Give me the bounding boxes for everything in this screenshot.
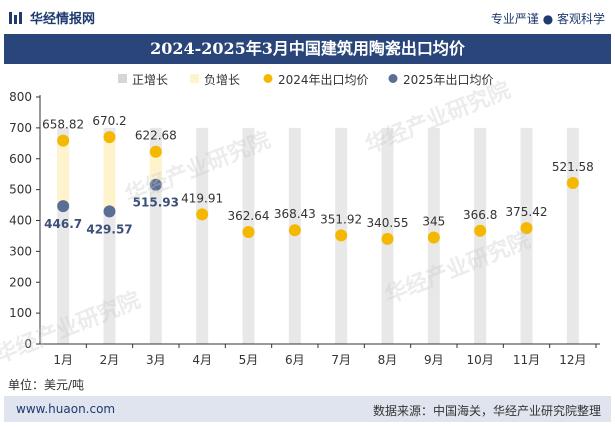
x-tick-label-9: 9月 bbox=[424, 353, 444, 367]
label-2024-10: 366.8 bbox=[463, 208, 497, 222]
y-tick-label-2: 200 bbox=[9, 275, 32, 289]
legend-label-1: 正增长 bbox=[132, 73, 168, 87]
y-tick-label-1: 100 bbox=[9, 306, 32, 320]
label-2025-1: 446.7 bbox=[44, 217, 82, 231]
x-tick-label-5: 5月 bbox=[239, 353, 259, 367]
label-2024-7: 351.92 bbox=[320, 212, 362, 226]
site-link[interactable]: www.huaon.com bbox=[16, 402, 116, 416]
point-2024-8 bbox=[381, 232, 394, 245]
point-2024-3 bbox=[149, 145, 162, 158]
x-tick-label-6: 6月 bbox=[285, 353, 305, 367]
legend-swatch-1 bbox=[118, 74, 127, 83]
label-2024-2: 670.2 bbox=[92, 114, 126, 128]
bar-decrease-2 bbox=[103, 137, 116, 212]
x-tick-label-8: 8月 bbox=[378, 353, 398, 367]
legend-label-3: 2024年出口均价 bbox=[278, 73, 369, 87]
bar-background-11 bbox=[520, 127, 533, 344]
label-2024-6: 368.43 bbox=[274, 207, 316, 221]
unit-label: 单位：美元/吨 bbox=[8, 378, 85, 392]
label-2025-2: 429.57 bbox=[86, 222, 132, 236]
legend-marker-4 bbox=[388, 74, 398, 83]
point-2024-9 bbox=[427, 231, 440, 244]
legend-swatch-2 bbox=[190, 74, 199, 83]
point-2024-12 bbox=[566, 176, 579, 189]
bar-decrease-3 bbox=[149, 151, 162, 185]
point-2024-1 bbox=[57, 134, 70, 147]
y-tick-label-8: 800 bbox=[9, 90, 32, 104]
x-tick-label-4: 4月 bbox=[192, 353, 212, 367]
legend-marker-3 bbox=[263, 74, 273, 83]
huaon-logo-icon bbox=[9, 11, 22, 24]
point-2024-6 bbox=[288, 224, 301, 237]
legend-label-2: 负增长 bbox=[204, 73, 240, 87]
label-2024-12: 521.58 bbox=[552, 160, 594, 174]
label-2024-1: 658.82 bbox=[42, 118, 84, 132]
y-tick-label-5: 500 bbox=[9, 183, 32, 197]
label-2024-4: 419.91 bbox=[181, 191, 223, 205]
label-2024-5: 362.64 bbox=[228, 209, 270, 223]
bar-background-4 bbox=[196, 127, 209, 344]
brand[interactable]: 华经情报网 bbox=[8, 8, 95, 27]
x-tick-label-1: 1月 bbox=[53, 353, 73, 367]
top-bar: 华经情报网 专业严谨 ● 客观科学 bbox=[0, 0, 615, 34]
point-2024-4 bbox=[196, 208, 209, 221]
point-2025-1 bbox=[57, 200, 70, 213]
y-tick-label-0: 0 bbox=[24, 337, 32, 351]
x-tick-label-12: 12月 bbox=[559, 353, 586, 367]
brand-name: 华经情报网 bbox=[30, 12, 96, 27]
point-2024-10 bbox=[474, 224, 487, 237]
x-tick-label-2: 2月 bbox=[100, 353, 120, 367]
label-2024-9: 345 bbox=[422, 214, 445, 228]
bar-decrease-1 bbox=[57, 140, 70, 207]
x-tick-label-3: 3月 bbox=[146, 353, 166, 367]
point-2024-5 bbox=[242, 226, 255, 239]
x-tick-label-11: 11月 bbox=[513, 353, 540, 367]
y-tick-label-3: 300 bbox=[9, 244, 32, 258]
chart-area: 正增长 负增长 2024年出口均价 2025年出口均价 0 100 200 300 400 500… bbox=[9, 73, 600, 367]
x-tick-label-10: 10月 bbox=[467, 353, 494, 367]
label-2024-11: 375.42 bbox=[506, 205, 548, 219]
chart-title: 2024-2025年3月中国建筑用陶瓷出口均价 bbox=[4, 34, 611, 64]
x-tick-label-7: 7月 bbox=[331, 353, 351, 367]
data-source: 数据来源：中国海关，华经产业研究院整理 bbox=[372, 404, 601, 418]
y-tick-label-6: 600 bbox=[9, 152, 32, 166]
point-2024-2 bbox=[103, 131, 116, 144]
point-2024-11 bbox=[520, 222, 533, 235]
point-2025-2 bbox=[103, 205, 116, 218]
legend-label-4: 2025年出口均价 bbox=[403, 73, 494, 87]
slogan: 专业严谨 ● 客观科学 bbox=[490, 12, 605, 26]
label-2024-8: 340.55 bbox=[367, 216, 409, 230]
y-tick-label-7: 700 bbox=[9, 121, 32, 135]
footer-bar: www.huaon.com 数据来源：中国海关，华经产业研究院整理 bbox=[4, 396, 611, 422]
label-2025-3: 515.93 bbox=[133, 196, 179, 210]
y-tick-label-4: 400 bbox=[9, 214, 32, 228]
point-2024-7 bbox=[335, 229, 348, 242]
point-2025-3 bbox=[149, 178, 162, 191]
label-2024-3: 622.68 bbox=[135, 129, 177, 143]
